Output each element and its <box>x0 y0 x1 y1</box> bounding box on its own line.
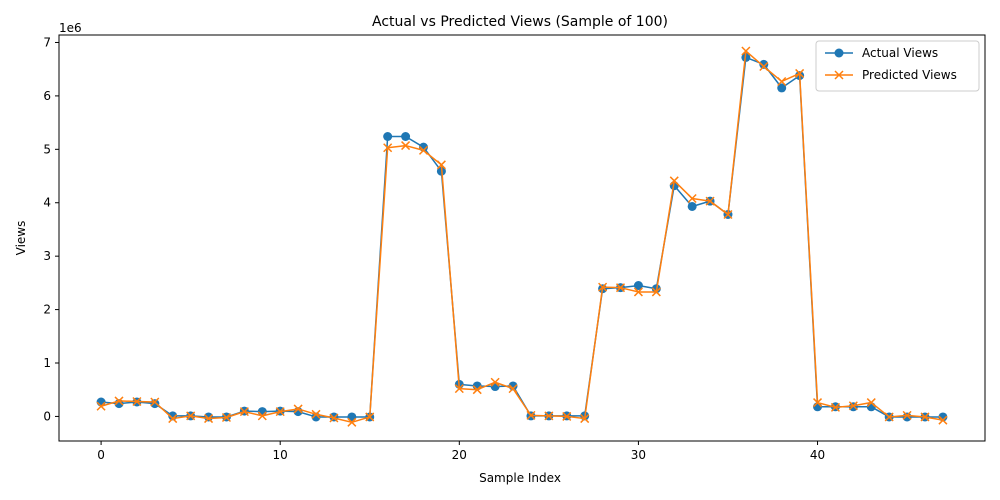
data-point <box>365 412 375 422</box>
data-point <box>401 132 411 141</box>
y-tick-label: 4 <box>43 196 51 210</box>
data-point <box>275 407 285 417</box>
legend: Actual Views Predicted Views <box>815 40 980 92</box>
data-point <box>777 83 787 93</box>
data-point <box>96 401 106 411</box>
data-point <box>580 414 590 424</box>
data-point <box>687 193 697 203</box>
data-point <box>472 385 482 395</box>
series-line <box>100 50 944 424</box>
data-point <box>615 283 626 293</box>
legend-predicted-marker <box>834 70 844 80</box>
y-tick-label: 3 <box>43 249 51 263</box>
data-point <box>132 396 142 406</box>
y-tick-label: 2 <box>43 303 51 317</box>
chart-title: Actual vs Predicted Views (Sample of 100… <box>372 14 668 30</box>
data-point <box>633 287 643 297</box>
data-point <box>311 409 321 419</box>
data-point <box>759 59 769 69</box>
data-point <box>347 417 357 427</box>
series-predicted-views <box>96 46 948 427</box>
data-point <box>257 411 267 421</box>
y-axis-ticks: 0 1 2 3 4 5 6 7 <box>43 35 59 423</box>
data-point <box>633 281 643 291</box>
x-tick-label: 30 <box>631 448 646 462</box>
data-point <box>902 412 912 422</box>
data-point <box>114 396 124 406</box>
data-point <box>526 410 536 420</box>
plot-area <box>58 34 986 442</box>
data-point <box>687 201 697 211</box>
data-point <box>920 412 930 422</box>
x-tick-label: 0 <box>97 448 105 462</box>
y-tick-label: 6 <box>43 89 51 103</box>
data-point <box>204 414 214 424</box>
data-point <box>383 132 393 141</box>
data-point <box>848 401 858 411</box>
x-tick-label: 20 <box>452 448 467 462</box>
y-tick-label: 5 <box>43 142 51 156</box>
legend-actual-marker <box>834 48 844 58</box>
data-point <box>544 411 554 421</box>
axes-frame <box>58 34 986 442</box>
data-point <box>759 61 769 72</box>
y-tick-label: 0 <box>43 409 51 423</box>
y-multiplier-label: 1e6 <box>59 21 82 35</box>
x-axis-label: Sample Index <box>479 471 561 485</box>
y-tick-label: 7 <box>43 35 51 49</box>
data-point <box>186 411 196 421</box>
data-point <box>239 407 249 417</box>
data-point <box>150 399 160 409</box>
data-point <box>598 282 608 292</box>
data-point <box>383 143 393 153</box>
data-point <box>418 145 429 155</box>
data-point <box>723 209 733 220</box>
data-point <box>705 196 715 206</box>
data-point <box>795 68 805 78</box>
data-point <box>293 404 303 414</box>
x-tick-label: 10 <box>273 448 288 462</box>
x-tick-label: 40 <box>810 448 825 462</box>
data-point <box>866 398 876 408</box>
data-point <box>401 141 411 151</box>
data-point <box>651 287 661 297</box>
data-point <box>204 412 214 422</box>
data-point <box>848 402 858 412</box>
data-point <box>562 411 572 421</box>
data-point <box>938 415 948 425</box>
data-point <box>741 46 751 56</box>
data-point <box>221 412 231 423</box>
y-tick-label: 1 <box>43 356 51 370</box>
data-point <box>168 414 178 424</box>
data-point <box>902 410 912 420</box>
data-point <box>436 160 446 170</box>
y-axis-label: Views <box>14 221 28 256</box>
data-point <box>669 176 679 186</box>
data-point <box>813 398 823 408</box>
legend-predicted-label: Predicted Views <box>862 68 957 82</box>
data-point <box>329 413 339 423</box>
x-axis-ticks: 0 10 20 30 40 <box>97 441 825 462</box>
data-point <box>490 377 500 387</box>
data-point <box>777 76 787 87</box>
data-point <box>884 412 894 422</box>
data-point <box>508 384 518 394</box>
data-point <box>830 402 840 412</box>
legend-actual-label: Actual Views <box>862 46 938 60</box>
series-layer <box>96 46 948 427</box>
data-point <box>454 384 464 394</box>
data-point <box>150 397 160 407</box>
legend-box <box>815 40 980 92</box>
